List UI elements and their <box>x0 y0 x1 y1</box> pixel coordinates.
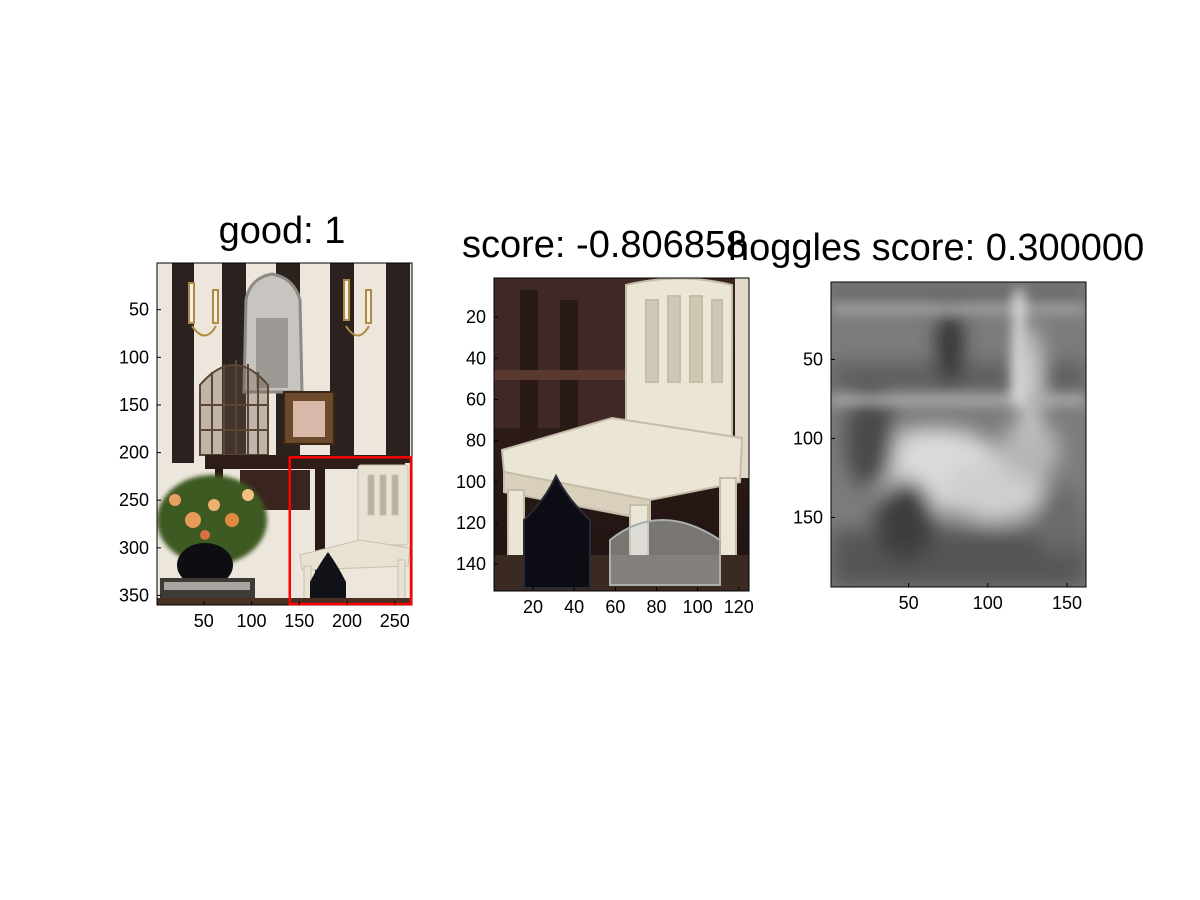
crop-ytick-label: 120 <box>456 513 486 533</box>
black-vase-small <box>310 552 346 604</box>
photo-xtick-label: 200 <box>332 611 362 631</box>
panel-crop-title: score: -0.806858 <box>462 224 747 266</box>
chair-large <box>500 278 744 591</box>
crop-xtick-label: 20 <box>523 597 543 617</box>
birdcage <box>199 360 269 456</box>
hoggles-ytick-label: 150 <box>793 507 823 527</box>
photo-ytick-label: 350 <box>119 585 149 605</box>
flowers <box>157 475 267 605</box>
panel-hoggles: hoggles score: 0.300000 <box>728 227 1144 613</box>
photo-ytick-label: 150 <box>119 395 149 415</box>
panel-photo: good: 1 <box>119 210 413 631</box>
panel-crop-ticks: 20 40 60 80 100 120 20 40 60 80 100 120 140 <box>456 307 754 617</box>
glass-object <box>609 519 721 586</box>
panel-hoggles-axes <box>830 281 1087 588</box>
crop-ytick-label: 60 <box>466 389 486 409</box>
panel-crop-axes <box>493 277 750 592</box>
crop-image <box>494 278 749 591</box>
panel-crop: score: -0.806858 <box>456 224 754 617</box>
photo-ytick-label: 250 <box>119 490 149 510</box>
photo-xtick-label: 100 <box>237 611 267 631</box>
crop-xtick-label: 40 <box>564 597 584 617</box>
panel-hoggles-title: hoggles score: 0.300000 <box>728 227 1144 269</box>
photo-xtick-label: 250 <box>380 611 410 631</box>
photo-xtick-label: 150 <box>284 611 314 631</box>
panel-hoggles-ticks: 50 100 150 50 100 150 <box>793 349 1082 613</box>
hoggles-xtick-label: 50 <box>899 593 919 613</box>
hoggles-xtick-label: 150 <box>1052 593 1082 613</box>
mirror <box>242 272 304 394</box>
panel-photo-ticks: 50 100 150 200 250 50 100 150 200 250 300 350 <box>119 300 410 631</box>
crop-xtick-label: 80 <box>646 597 666 617</box>
crop-xtick-label: 100 <box>683 597 713 617</box>
crop-ytick-label: 80 <box>466 431 486 451</box>
sconces <box>188 279 372 337</box>
hoggles-xtick-label: 100 <box>973 593 1003 613</box>
black-vase-large <box>523 473 591 589</box>
photo-ytick-label: 200 <box>119 443 149 463</box>
crop-ytick-label: 40 <box>466 348 486 368</box>
crop-ytick-label: 140 <box>456 554 486 574</box>
photo-xtick-label: 50 <box>194 611 214 631</box>
panel-photo-axes <box>156 262 413 606</box>
annotation-rectangle <box>288 456 413 606</box>
crop-ytick-label: 20 <box>466 307 486 327</box>
crop-xtick-label: 60 <box>605 597 625 617</box>
photo-ytick-label: 300 <box>119 538 149 558</box>
photo-ytick-label: 100 <box>119 347 149 367</box>
crop-xtick-label: 120 <box>724 597 754 617</box>
photo-ytick-label: 50 <box>129 300 149 320</box>
photo-image <box>157 263 412 605</box>
hoggles-image <box>831 282 1086 587</box>
hoggles-ytick-label: 100 <box>793 428 823 448</box>
hoggles-ytick-label: 50 <box>803 349 823 369</box>
panel-photo-title: good: 1 <box>219 210 346 252</box>
crop-ytick-label: 100 <box>456 472 486 492</box>
